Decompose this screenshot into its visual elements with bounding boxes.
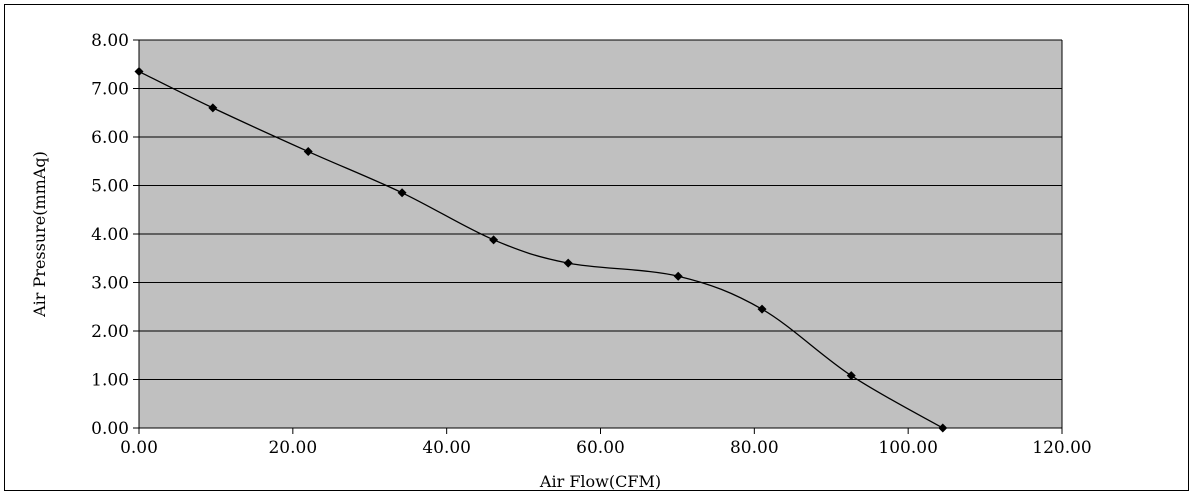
x-axis-title: Air Flow(CFM) xyxy=(539,472,661,491)
x-tick-label: 80.00 xyxy=(730,438,779,458)
y-tick-label: 4.00 xyxy=(91,225,129,245)
data-point xyxy=(397,188,407,198)
x-tick-label: 0.00 xyxy=(120,438,158,458)
y-tick-label: 7.00 xyxy=(91,80,129,100)
y-tick-label: 5.00 xyxy=(91,177,129,197)
chart-frame: 0.00 1.00 2.00 3.00 4.00 5.00 6.00 7.00 8.00 0.0… xyxy=(4,4,1189,491)
data-point xyxy=(938,423,948,433)
data-point xyxy=(303,147,313,157)
data-points xyxy=(134,67,948,433)
y-tick-label: 1.00 xyxy=(91,371,129,391)
y-tick-label: 6.00 xyxy=(91,128,129,148)
y-tick-label: 3.00 xyxy=(91,274,129,294)
data-point xyxy=(208,103,218,113)
x-tick-label: 120.00 xyxy=(1032,438,1091,458)
data-point xyxy=(673,271,683,281)
x-tick-label: 60.00 xyxy=(576,438,625,458)
y-tick-label: 2.00 xyxy=(91,322,129,342)
data-point xyxy=(489,235,499,245)
y-tick-label: 8.00 xyxy=(91,31,129,51)
x-tick-label: 20.00 xyxy=(268,438,317,458)
y-tick-label: 0.00 xyxy=(91,419,129,439)
data-point xyxy=(563,258,573,268)
series-line xyxy=(138,70,944,429)
gridlines xyxy=(133,39,1063,434)
data-point xyxy=(134,67,144,77)
data-point xyxy=(757,304,767,314)
x-tick-labels: 0.00 20.00 40.00 60.00 80.00 100.00 120.00 xyxy=(120,438,1092,458)
data-point xyxy=(846,371,856,381)
x-tick-label: 40.00 xyxy=(422,438,471,458)
y-axis-title: Air Pressure(mmAq) xyxy=(30,151,49,318)
x-tick-label: 100.00 xyxy=(878,438,937,458)
air-pressure-chart: 0.00 1.00 2.00 3.00 4.00 5.00 6.00 7.00 8.00 0.0… xyxy=(30,31,1092,491)
y-tick-labels: 0.00 1.00 2.00 3.00 4.00 5.00 6.00 7.00 8.00 xyxy=(91,31,129,439)
axes xyxy=(138,40,1063,429)
